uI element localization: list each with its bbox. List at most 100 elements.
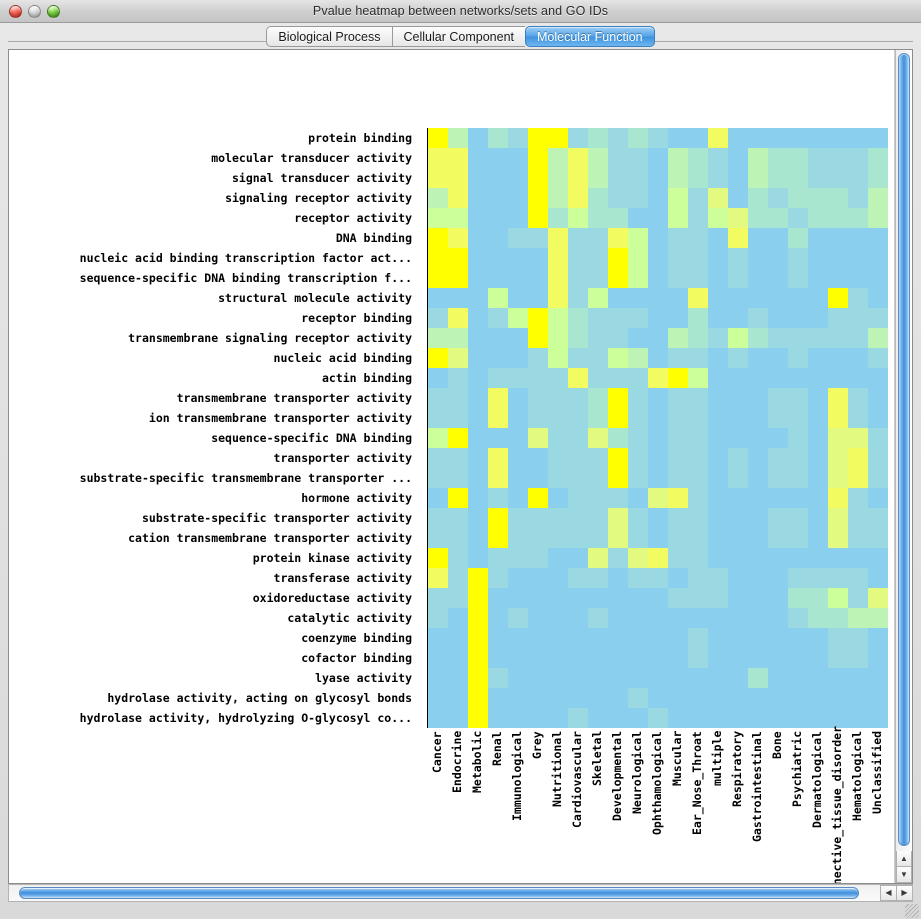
heatmap-cell[interactable] [688, 248, 708, 268]
heatmap-cell[interactable] [828, 668, 848, 688]
heatmap-cell[interactable] [688, 368, 708, 388]
heatmap-cell[interactable] [848, 628, 868, 648]
heatmap-cell[interactable] [808, 288, 828, 308]
heatmap-cell[interactable] [548, 688, 568, 708]
heatmap-cell[interactable] [428, 548, 448, 568]
heatmap-cell[interactable] [548, 328, 568, 348]
heatmap-cell[interactable] [728, 308, 748, 328]
heatmap-cell[interactable] [788, 248, 808, 268]
heatmap-cell[interactable] [788, 388, 808, 408]
heatmap-cell[interactable] [628, 648, 648, 668]
heatmap-cell[interactable] [588, 548, 608, 568]
heatmap-cell[interactable] [608, 268, 628, 288]
heatmap-cell[interactable] [748, 128, 768, 148]
heatmap-cell[interactable] [828, 208, 848, 228]
heatmap-cell[interactable] [588, 568, 608, 588]
heatmap-cell[interactable] [708, 228, 728, 248]
heatmap-cell[interactable] [548, 428, 568, 448]
heatmap-cell[interactable] [848, 448, 868, 468]
heatmap-cell[interactable] [768, 128, 788, 148]
heatmap-cell[interactable] [748, 228, 768, 248]
heatmap-cell[interactable] [588, 608, 608, 628]
heatmap-cell[interactable] [808, 188, 828, 208]
heatmap-cell[interactable] [768, 328, 788, 348]
heatmap-cell[interactable] [608, 508, 628, 528]
heatmap-cell[interactable] [688, 268, 708, 288]
heatmap-cell[interactable] [828, 688, 848, 708]
heatmap-cell[interactable] [768, 628, 788, 648]
heatmap-cell[interactable] [628, 608, 648, 628]
heatmap-cell[interactable] [508, 488, 528, 508]
heatmap-cell[interactable] [828, 488, 848, 508]
heatmap-cell[interactable] [428, 388, 448, 408]
heatmap-cell[interactable] [508, 328, 528, 348]
heatmap-cell[interactable] [828, 448, 848, 468]
heatmap-cell[interactable] [788, 148, 808, 168]
zoom-button[interactable] [47, 5, 60, 18]
heatmap-cell[interactable] [868, 488, 888, 508]
heatmap-cell[interactable] [748, 668, 768, 688]
heatmap-cell[interactable] [788, 528, 808, 548]
heatmap-cell[interactable] [468, 308, 488, 328]
heatmap-cell[interactable] [608, 688, 628, 708]
heatmap-cell[interactable] [508, 368, 528, 388]
heatmap-cell[interactable] [808, 168, 828, 188]
heatmap-cell[interactable] [528, 468, 548, 488]
heatmap-cell[interactable] [468, 188, 488, 208]
heatmap-cell[interactable] [428, 288, 448, 308]
heatmap-cell[interactable] [708, 188, 728, 208]
heatmap-cell[interactable] [648, 568, 668, 588]
heatmap-cell[interactable] [628, 668, 648, 688]
heatmap-cell[interactable] [848, 588, 868, 608]
heatmap-cell[interactable] [808, 388, 828, 408]
heatmap-cell[interactable] [748, 148, 768, 168]
vertical-scrollbar-thumb[interactable] [898, 53, 910, 846]
heatmap-cell[interactable] [548, 368, 568, 388]
heatmap-cell[interactable] [528, 548, 548, 568]
heatmap-cell[interactable] [808, 668, 828, 688]
heatmap-cell[interactable] [548, 468, 568, 488]
heatmap-cell[interactable] [788, 628, 808, 648]
heatmap-cell[interactable] [448, 228, 468, 248]
heatmap-cell[interactable] [548, 648, 568, 668]
heatmap-cell[interactable] [648, 588, 668, 608]
heatmap-cell[interactable] [508, 188, 528, 208]
heatmap-cell[interactable] [468, 588, 488, 608]
heatmap-cell[interactable] [708, 488, 728, 508]
heatmap-cell[interactable] [488, 308, 508, 328]
heatmap-cell[interactable] [588, 528, 608, 548]
heatmap-cell[interactable] [508, 388, 528, 408]
heatmap-cell[interactable] [708, 268, 728, 288]
heatmap-cell[interactable] [808, 408, 828, 428]
heatmap-cell[interactable] [588, 128, 608, 148]
heatmap-cell[interactable] [508, 348, 528, 368]
horizontal-scrollbar[interactable]: ◀ ▶ [8, 884, 913, 902]
heatmap-cell[interactable] [748, 648, 768, 668]
heatmap-cell[interactable] [868, 128, 888, 148]
heatmap-cell[interactable] [668, 368, 688, 388]
heatmap-cell[interactable] [768, 308, 788, 328]
heatmap-cell[interactable] [528, 168, 548, 188]
heatmap-cell[interactable] [828, 548, 848, 568]
heatmap-cell[interactable] [668, 448, 688, 468]
heatmap-cell[interactable] [788, 308, 808, 328]
heatmap-cell[interactable] [508, 248, 528, 268]
heatmap-cell[interactable] [688, 588, 708, 608]
heatmap-cell[interactable] [508, 588, 528, 608]
heatmap-cell[interactable] [708, 348, 728, 368]
heatmap-cell[interactable] [588, 688, 608, 708]
heatmap-cell[interactable] [528, 288, 548, 308]
heatmap-cell[interactable] [828, 248, 848, 268]
heatmap-cell[interactable] [608, 468, 628, 488]
heatmap-cell[interactable] [568, 228, 588, 248]
heatmap-cell[interactable] [448, 388, 468, 408]
heatmap-cell[interactable] [528, 568, 548, 588]
heatmap-cell[interactable] [828, 188, 848, 208]
heatmap-cell[interactable] [848, 248, 868, 268]
heatmap-cell[interactable] [848, 468, 868, 488]
heatmap-cell[interactable] [668, 608, 688, 628]
heatmap-cell[interactable] [428, 588, 448, 608]
heatmap-cell[interactable] [628, 348, 648, 368]
heatmap-cell[interactable] [648, 508, 668, 528]
heatmap-cell[interactable] [868, 568, 888, 588]
